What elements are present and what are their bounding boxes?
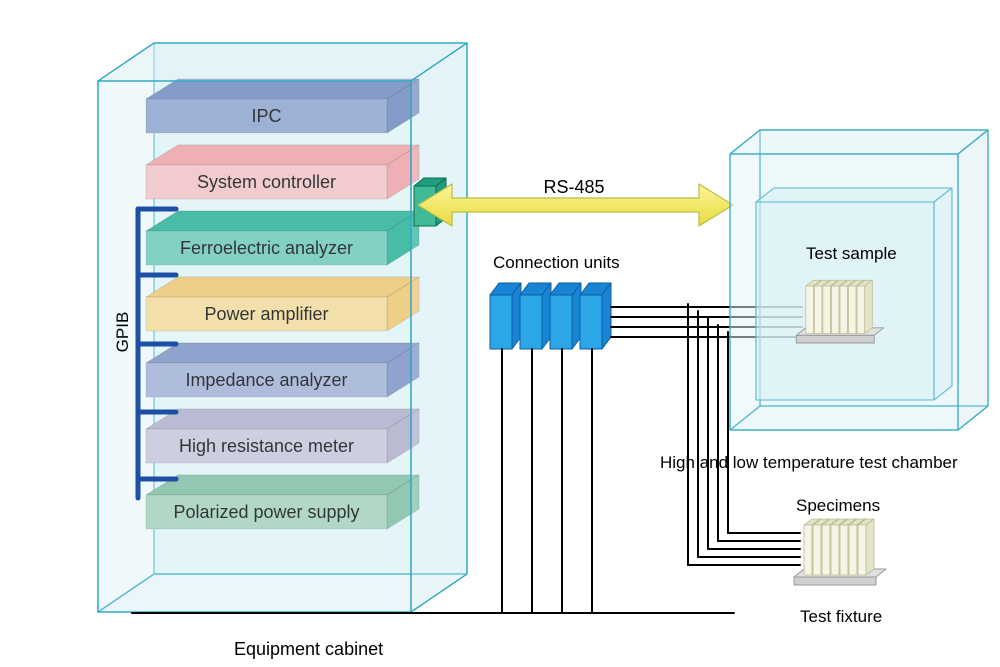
test-sample-label: Test sample (806, 244, 897, 263)
specimens-label: Specimens (796, 496, 880, 515)
connection-unit (490, 283, 521, 349)
specimen-icon (794, 519, 886, 585)
specimen-icon (796, 280, 883, 343)
connection-unit (520, 283, 551, 349)
connection-unit (550, 283, 581, 349)
connection-units-label: Connection units (493, 253, 620, 272)
rs485-label: RS-485 (543, 177, 604, 197)
gpib-label: GPIB (113, 312, 132, 353)
test-fixture-label: Test fixture (800, 607, 882, 626)
equipment-cabinet-label: Equipment cabinet (234, 639, 383, 659)
connection-unit (580, 283, 611, 349)
chamber-label: High and low temperature test chamber (660, 453, 958, 472)
